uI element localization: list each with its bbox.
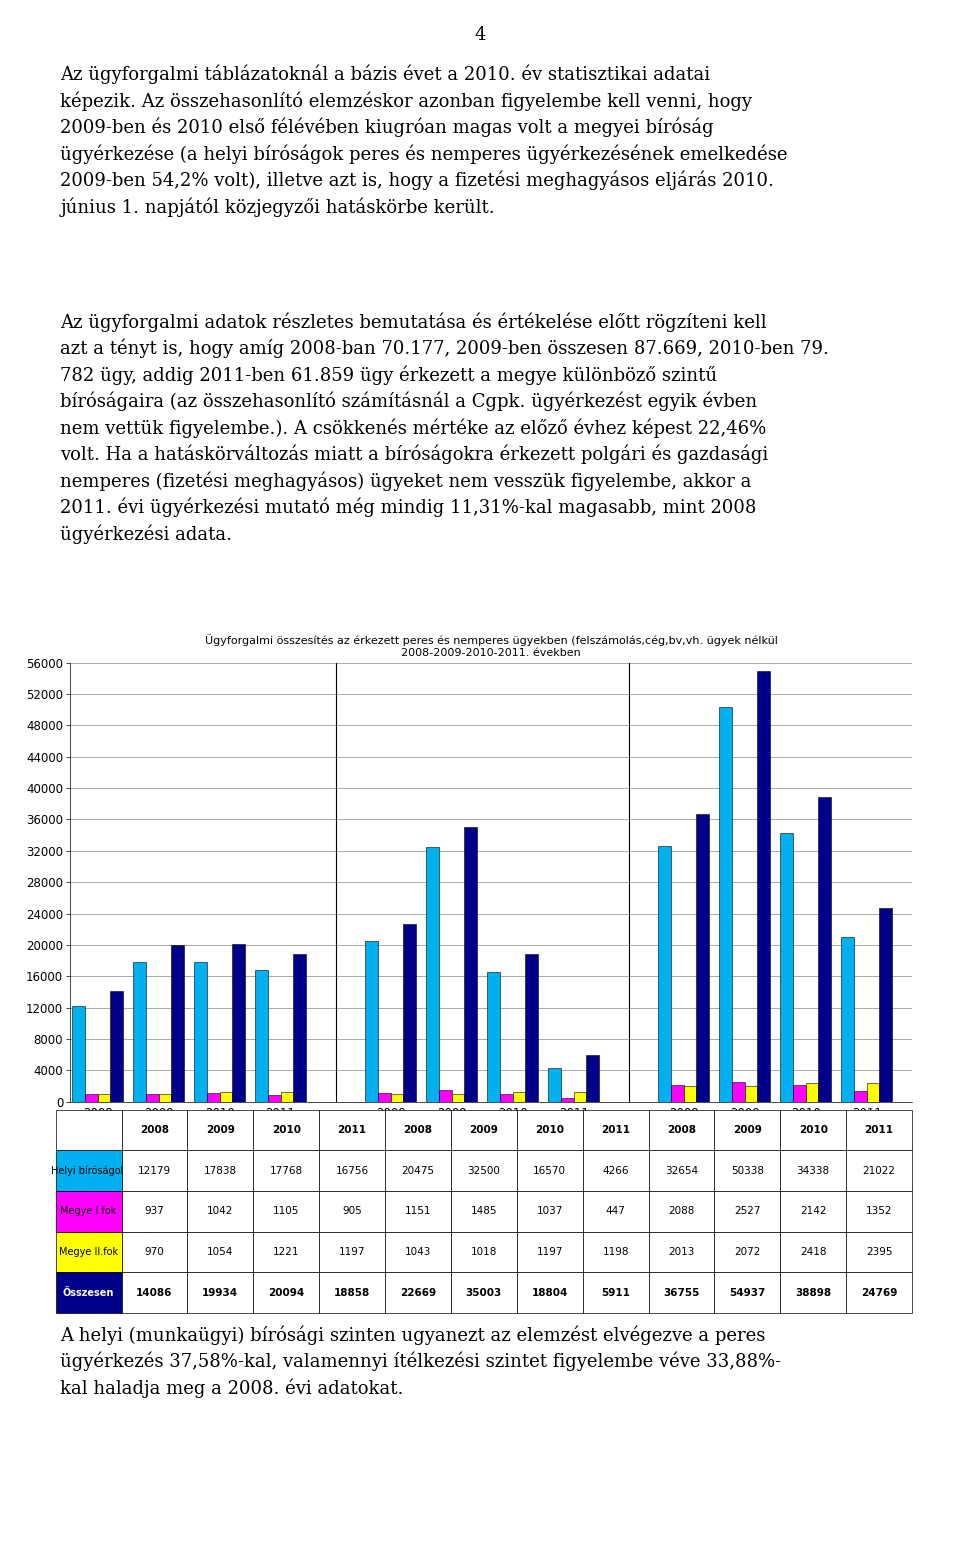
Text: Az ügyforgalmi adatok részletes bemutatása és értékelése előtt rögzíteni kell
az: Az ügyforgalmi adatok részletes bemutatá… bbox=[60, 313, 829, 544]
Bar bbox=[280, 1093, 293, 1102]
Bar bbox=[719, 707, 732, 1102]
Bar bbox=[841, 937, 854, 1102]
Bar bbox=[548, 1068, 561, 1102]
Bar bbox=[587, 1056, 599, 1102]
Bar bbox=[745, 1085, 757, 1102]
Bar bbox=[194, 963, 206, 1102]
Bar bbox=[110, 991, 123, 1102]
Bar bbox=[206, 1093, 220, 1102]
Bar bbox=[403, 925, 416, 1102]
Bar bbox=[293, 954, 306, 1102]
Bar bbox=[574, 1093, 587, 1102]
Bar bbox=[732, 1082, 745, 1102]
Text: Érkezett nemperesügyek: Érkezett nemperesügyek bbox=[419, 1153, 559, 1165]
Bar bbox=[465, 828, 477, 1102]
Bar bbox=[378, 1093, 391, 1102]
Bar bbox=[671, 1085, 684, 1102]
Bar bbox=[805, 1083, 819, 1102]
Bar bbox=[525, 954, 538, 1102]
Bar bbox=[255, 971, 268, 1102]
Bar bbox=[451, 1094, 465, 1102]
Bar bbox=[513, 1093, 525, 1102]
Bar bbox=[879, 908, 892, 1102]
Bar bbox=[757, 670, 770, 1102]
Bar bbox=[146, 1094, 158, 1102]
Bar bbox=[696, 814, 709, 1102]
Bar bbox=[684, 1086, 696, 1102]
Bar bbox=[500, 1094, 513, 1102]
Bar bbox=[819, 797, 831, 1102]
Bar bbox=[867, 1083, 879, 1102]
Bar bbox=[158, 1094, 171, 1102]
Bar bbox=[84, 1094, 98, 1102]
Text: A helyi (munkaügyi) bírósági szinten ugyanezt az elemzést elvégezve a peres
ügyé: A helyi (munkaügyi) bírósági szinten ugy… bbox=[60, 1325, 781, 1398]
Bar bbox=[439, 1089, 451, 1102]
Bar bbox=[268, 1094, 280, 1102]
Bar bbox=[854, 1091, 867, 1102]
Text: Érkezett peres és nemperes ügyek össz.: Érkezett peres és nemperes ügyek össz. bbox=[669, 1153, 894, 1165]
Bar bbox=[365, 942, 378, 1102]
Bar bbox=[72, 1006, 84, 1102]
Bar bbox=[426, 848, 439, 1102]
Title: Ügyforgalmi összesítés az érkezett peres és nemperes ügyekben (felszámolás,cég,b: Ügyforgalmi összesítés az érkezett peres… bbox=[204, 635, 778, 658]
Bar bbox=[488, 972, 500, 1102]
Bar bbox=[561, 1099, 574, 1102]
Legend: Helyi bíróságok, Megye I.fok, Megye II.fok, Összesen: Helyi bíróságok, Megye I.fok, Megye II.f… bbox=[67, 1176, 192, 1242]
Bar bbox=[98, 1094, 110, 1102]
Bar bbox=[220, 1093, 232, 1102]
Bar bbox=[133, 962, 146, 1102]
Bar bbox=[232, 945, 245, 1102]
Text: 4: 4 bbox=[474, 26, 486, 43]
Bar bbox=[793, 1085, 805, 1102]
Text: Érkezett peresügyek: Érkezett peresügyek bbox=[138, 1153, 252, 1165]
Bar bbox=[659, 846, 671, 1102]
Bar bbox=[391, 1094, 403, 1102]
Text: Az ügyforgalmi táblázatoknál a bázis évet a 2010. év statisztikai adatai
képezik: Az ügyforgalmi táblázatoknál a bázis éve… bbox=[60, 65, 788, 217]
Bar bbox=[780, 832, 793, 1102]
Bar bbox=[171, 946, 184, 1102]
